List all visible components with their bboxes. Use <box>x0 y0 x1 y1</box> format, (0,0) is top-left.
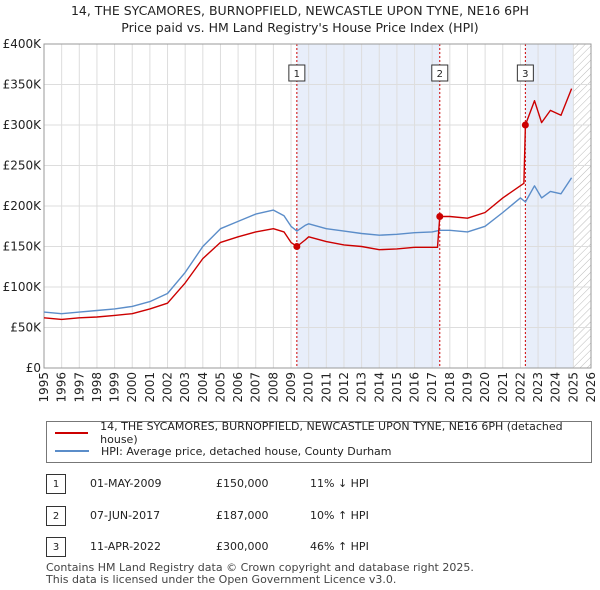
x-tick-label: 2013 <box>355 372 369 403</box>
sale-badge <box>516 64 534 82</box>
y-tick-label: £300K <box>3 118 43 132</box>
x-tick-label: 2008 <box>266 372 280 403</box>
x-tick-label: 2004 <box>196 372 210 403</box>
x-tick-label: 2021 <box>496 372 510 403</box>
x-tick-label: 2003 <box>178 372 192 403</box>
price-chart: £0 £50K £100K £150K £200K £250K £300K £350K £400… <box>3 37 598 403</box>
x-tick-label: 2006 <box>231 372 245 403</box>
x-tick-label: 2000 <box>125 372 139 403</box>
x-tick-label: 2023 <box>531 372 545 403</box>
transaction-number: 3 <box>46 537 66 557</box>
x-tick-label: 2014 <box>372 372 386 403</box>
x-tick-label: 2007 <box>249 372 263 403</box>
transaction-hpi: 46% ↑ HPI <box>310 540 369 553</box>
transaction-hpi: 11% ↓ HPI <box>310 477 369 490</box>
chart-title: 14, THE SYCAMORES, BURNOPFIELD, NEWCASTL… <box>70 3 530 18</box>
x-tick-label: 2005 <box>213 372 227 403</box>
x-tick-label: 2019 <box>460 372 474 403</box>
x-tick-label: 2016 <box>408 372 422 403</box>
x-tick-label: 2012 <box>337 372 351 403</box>
x-tick-label: 1997 <box>72 372 86 403</box>
y-tick-label: £50K <box>10 321 42 335</box>
x-tick-label: 1998 <box>90 372 104 403</box>
legend-label-price: 14, THE SYCAMORES, BURNOPFIELD, NEWCASTL… <box>100 420 563 446</box>
sale-badge-label: 1 <box>294 69 300 80</box>
transaction-date: 11-APR-2022 <box>90 540 162 553</box>
transaction-number: 2 <box>46 506 66 526</box>
transaction-row: 1 01-MAY-2009 £150,000 11% ↓ HPI <box>46 474 566 494</box>
x-tick-label: 2026 <box>584 372 598 403</box>
legend-swatch-price <box>55 432 89 434</box>
chart-subtitle: Price paid vs. HM Land Registry's House … <box>121 20 479 35</box>
transaction-row: 3 11-APR-2022 £300,000 46% ↑ HPI <box>46 537 566 557</box>
sale-badge-label: 3 <box>522 69 528 80</box>
transaction-row: 2 07-JUN-2017 £187,000 10% ↑ HPI <box>46 506 566 526</box>
y-tick-label: £250K <box>3 159 43 173</box>
plot-frame <box>43 43 592 369</box>
transaction-date: 07-JUN-2017 <box>90 509 161 522</box>
y-tick-label: £150K <box>3 240 43 254</box>
x-tick-label: 2020 <box>478 372 492 403</box>
x-tick-label: 2002 <box>161 372 175 403</box>
y-tick-label: £0 <box>26 361 41 375</box>
legend-swatch-hpi <box>55 450 89 452</box>
x-tick-label: 1995 <box>37 372 51 403</box>
sale-badge <box>288 64 306 82</box>
legend-item-price: 14, THE SYCAMORES, BURNOPFIELD, NEWCASTL… <box>55 420 591 446</box>
x-tick-label: 2017 <box>425 372 439 403</box>
price-line <box>43 88 573 321</box>
legend: 14, THE SYCAMORES, BURNOPFIELD, NEWCASTL… <box>46 420 592 463</box>
legend-item-hpi: HPI: Average price, detached house, Coun… <box>55 442 392 460</box>
footer-copyright: Contains HM Land Registry data © Crown c… <box>46 561 474 574</box>
transaction-price: £187,000 <box>216 509 269 522</box>
sale-point <box>293 243 301 250</box>
transaction-hpi: 10% ↑ HPI <box>310 509 369 522</box>
x-tick-label: 2022 <box>513 372 527 403</box>
x-tick-label: 2015 <box>390 372 404 403</box>
x-tick-label: 2025 <box>566 372 580 403</box>
x-tick-label: 1999 <box>108 372 122 403</box>
x-tick-label: 2011 <box>319 372 333 403</box>
sale-badge-label: 2 <box>437 69 443 80</box>
x-tick-label: 2010 <box>302 372 316 403</box>
sale-point <box>521 121 529 129</box>
x-tick-label: 2001 <box>143 372 157 403</box>
hpi-line <box>43 177 573 315</box>
footer-licence: This data is licensed under the Open Gov… <box>46 573 397 586</box>
x-tick-label: 2018 <box>443 372 457 403</box>
x-tick-label: 2024 <box>549 372 563 403</box>
y-tick-label: £200K <box>3 199 43 213</box>
y-tick-label: £350K <box>3 78 43 92</box>
transaction-price: £150,000 <box>216 477 269 490</box>
sale-point <box>436 213 444 221</box>
transaction-date: 01-MAY-2009 <box>90 477 162 490</box>
x-tick-label: 1996 <box>55 372 69 403</box>
y-tick-label: £100K <box>3 280 43 294</box>
x-tick-label: 2009 <box>284 372 298 403</box>
y-tick-label: £400K <box>3 37 43 51</box>
legend-label-hpi: HPI: Average price, detached house, Coun… <box>101 444 392 458</box>
transaction-price: £300,000 <box>216 540 269 553</box>
transaction-number: 1 <box>46 474 66 494</box>
sale-badge <box>431 64 449 82</box>
